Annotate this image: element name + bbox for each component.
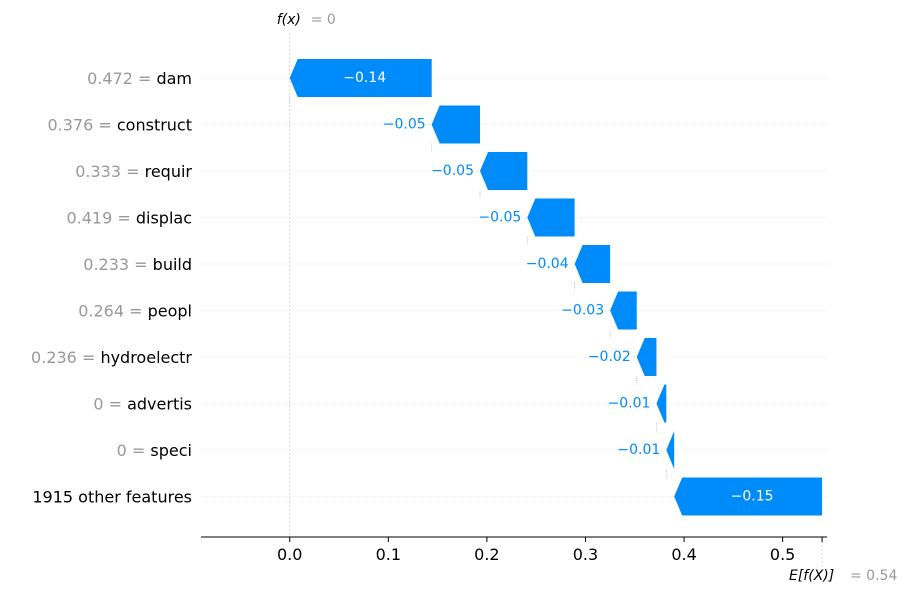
contribution-label-4: −0.05 bbox=[478, 210, 521, 226]
feature-value: 0 = bbox=[93, 394, 127, 413]
feature-name: peopl bbox=[148, 301, 192, 320]
feature-label-7: 0.236 = hydroelectr bbox=[31, 348, 192, 367]
feature-value: 0.376 = bbox=[47, 115, 116, 134]
feature-value: 0.333 = bbox=[75, 162, 144, 181]
feature-label-4: 0.419 = displac bbox=[66, 208, 192, 227]
feature-name: displac bbox=[136, 208, 192, 227]
feature-label-5: 0.233 = build bbox=[83, 255, 192, 274]
feature-value: 0.264 = bbox=[78, 301, 147, 320]
feature-name: 1915 other features bbox=[32, 487, 192, 506]
feature-name: advertis bbox=[127, 394, 192, 413]
feature-value: 0.236 = bbox=[31, 348, 100, 367]
feature-bar-4 bbox=[527, 198, 575, 237]
contribution-bars bbox=[289, 59, 823, 516]
feature-labels: −0.14 0.472 = dam −0.05 0.376 = construct −0… bbox=[31, 69, 774, 507]
feature-label-2: 0.376 = construct bbox=[47, 115, 192, 134]
contribution-label-7: −0.02 bbox=[588, 349, 631, 365]
feature-value: 0.419 = bbox=[66, 208, 135, 227]
feature-value: 0.233 = bbox=[83, 255, 152, 274]
x-axis: 0.0 0.1 0.2 0.3 0.4 0.5 bbox=[201, 536, 827, 564]
feature-value: 0 = bbox=[117, 441, 151, 460]
feature-label-1: 0.472 = dam bbox=[87, 69, 192, 88]
feature-name: dam bbox=[156, 69, 192, 88]
feature-bar-1 bbox=[289, 59, 432, 97]
fx-value: = 0 bbox=[311, 12, 336, 28]
base-value: = 0.54 bbox=[850, 568, 897, 584]
feature-bar-10 bbox=[674, 477, 823, 516]
feature-bar-5 bbox=[574, 245, 611, 283]
feature-name: build bbox=[153, 255, 192, 274]
feature-label-9: 0 = speci bbox=[117, 441, 192, 460]
x-tick-label: 0.2 bbox=[474, 545, 499, 564]
feature-label-3: 0.333 = requir bbox=[75, 162, 192, 181]
feature-bar-7 bbox=[636, 338, 657, 376]
feature-bar-9 bbox=[666, 431, 675, 469]
x-tick-label: 0.4 bbox=[671, 545, 696, 564]
feature-label-10: 1915 other features bbox=[32, 487, 192, 506]
feature-bar-8 bbox=[656, 384, 667, 423]
value-annotations: f(x) = 0 E[f(X)] = 0.54 bbox=[277, 12, 898, 584]
bar-connectors bbox=[289, 97, 667, 478]
contribution-label-9: −0.01 bbox=[617, 442, 660, 458]
fx-label: f(x) bbox=[277, 12, 301, 28]
feature-bar-2 bbox=[431, 105, 480, 144]
base-label: E[f(X)] bbox=[789, 568, 834, 584]
feature-name: requir bbox=[145, 162, 193, 181]
contribution-label-8: −0.01 bbox=[608, 396, 651, 412]
feature-label-6: 0.264 = peopl bbox=[78, 301, 192, 320]
contribution-label-3: −0.05 bbox=[431, 163, 474, 179]
feature-name: speci bbox=[150, 441, 192, 460]
contribution-label-2: −0.05 bbox=[383, 117, 426, 133]
feature-name: construct bbox=[117, 115, 192, 134]
feature-name: hydroelectr bbox=[100, 348, 192, 367]
row-gridlines bbox=[201, 33, 827, 566]
feature-bar-6 bbox=[610, 291, 637, 330]
feature-value: 0.472 = bbox=[87, 69, 156, 88]
contribution-label-1: −0.14 bbox=[343, 70, 386, 86]
feature-label-8: 0 = advertis bbox=[93, 394, 192, 413]
contribution-label-6: −0.03 bbox=[561, 303, 604, 319]
contribution-label-10: −0.15 bbox=[731, 489, 774, 505]
x-tick-label: 0.5 bbox=[770, 545, 795, 564]
feature-bar-3 bbox=[479, 152, 528, 190]
x-tick-label: 0.3 bbox=[573, 545, 598, 564]
x-tick-label: 0.0 bbox=[277, 545, 302, 564]
contribution-label-5: −0.04 bbox=[526, 256, 569, 272]
x-tick-label: 0.1 bbox=[376, 545, 401, 564]
